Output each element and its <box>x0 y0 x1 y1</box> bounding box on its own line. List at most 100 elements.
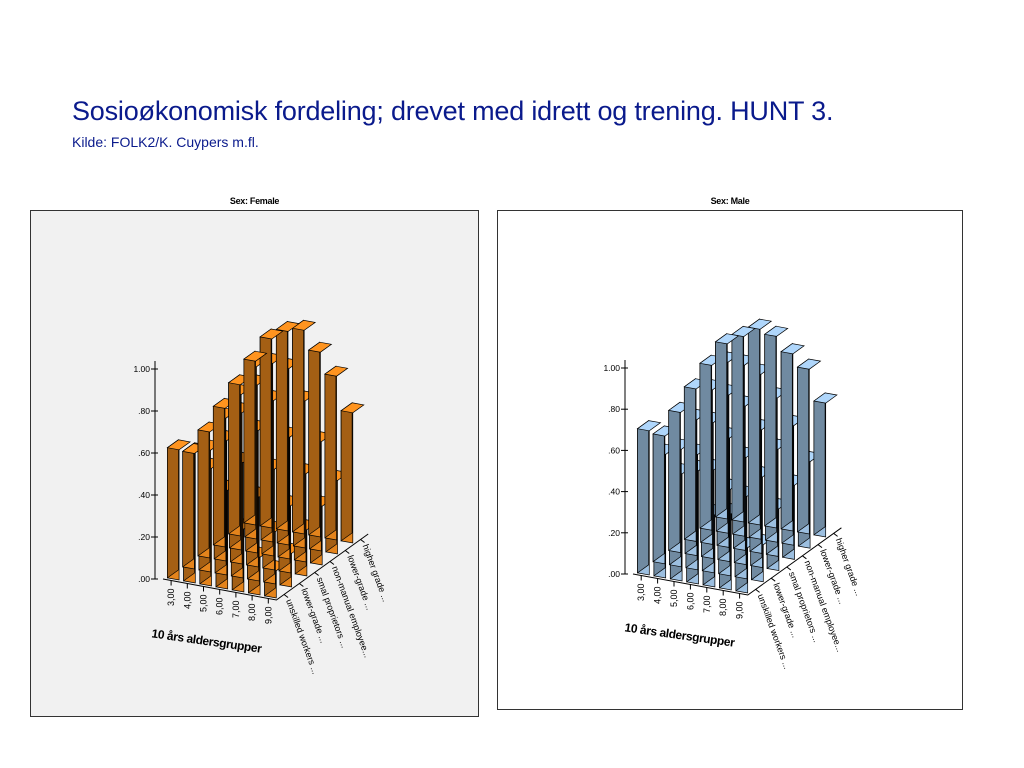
age-tick-label: 4,00 <box>653 587 663 605</box>
bar-top-face <box>324 365 349 377</box>
age-tick-label: 7,00 <box>231 601 241 619</box>
age-tick-label: 6,00 <box>685 593 695 611</box>
bar-top-face <box>813 392 838 404</box>
age-tick-label: 8,00 <box>718 599 728 617</box>
bar-top-face <box>747 318 773 330</box>
bar-5-00-5 <box>275 320 300 532</box>
age-tick-label: 8,00 <box>247 604 257 622</box>
bar-side-face <box>308 341 321 536</box>
bar-top-face <box>763 325 789 337</box>
bar-3-00-3 <box>212 397 237 548</box>
value-tick-label: .20 <box>138 532 150 542</box>
value-tick-label: .80 <box>608 404 620 414</box>
class-tick-mark <box>755 588 760 593</box>
age-tick-label: 9,00 <box>735 602 745 620</box>
bar-side-face <box>167 439 179 579</box>
bar-side-face <box>212 397 225 546</box>
bar-9-00-5 <box>340 402 365 544</box>
value-tick-label: .00 <box>608 569 620 579</box>
age-tick-label: 5,00 <box>669 590 679 608</box>
bar-6-00-5 <box>291 319 317 535</box>
bar-side-face <box>797 358 810 533</box>
bar-7-00-5 <box>780 342 805 532</box>
class-tick-mark <box>833 532 838 537</box>
bar-side-face <box>652 425 665 563</box>
bar-3-00-3 <box>683 378 709 542</box>
bar-3-00-0 <box>166 439 191 581</box>
slide-subtitle: Kilde: FOLK2/K. Cuypers m.fl. <box>72 134 259 150</box>
class-tick-mark <box>329 561 335 565</box>
male-chart-panel: Sex: Male .00 .20 .40 .60 .80 1.00 3,00 4,00 5,0… <box>497 193 963 710</box>
bar-side-face <box>813 392 826 536</box>
bar-side-face <box>668 401 681 552</box>
class-tick-mark <box>299 583 304 587</box>
value-tick-label: .60 <box>138 448 150 458</box>
bar-9-00-5 <box>813 392 838 538</box>
bar-side-face <box>747 318 760 524</box>
class-tick-mark <box>360 539 365 543</box>
age-tick-label: 7,00 <box>702 596 712 614</box>
age-axis-title: 10 års aldersgrupper <box>624 620 736 649</box>
age-axis-title: 10 års aldersgrupper <box>151 626 263 655</box>
age-tick-label: 9,00 <box>263 607 273 625</box>
bar-top-face <box>275 321 300 332</box>
bar-7-00-5 <box>307 341 333 538</box>
bar-top-face <box>636 420 662 432</box>
floor-edge-line <box>162 533 369 601</box>
class-tick-mark <box>770 577 776 582</box>
bar-6-00-5 <box>763 325 789 529</box>
bar-top-face <box>259 328 284 340</box>
female-bar3d-chart: .00 .20 .40 .60 .80 1.00 3,00 4,00 5,00 6,00 7,00 8… <box>133 319 391 675</box>
female-chart-panel: Sex: Female .00 .20 .40 .60 .80 1.00 3,00 4,00 5… <box>30 193 479 717</box>
bar-top-face <box>307 341 333 353</box>
bar-side-face <box>780 342 793 530</box>
bar-side-face <box>731 325 744 521</box>
bar-3-00-4 <box>227 374 253 537</box>
value-tick-label: .60 <box>608 445 620 455</box>
bar-top-face <box>243 350 268 362</box>
bar-top-face <box>780 343 805 355</box>
bar-side-face <box>182 442 195 568</box>
male-chart-title: Sex: Male <box>710 196 750 206</box>
bar-3-00-5 <box>714 333 740 520</box>
bar-side-face <box>324 365 337 539</box>
class-tick-mark <box>283 594 289 598</box>
bar-top-face <box>166 439 191 451</box>
bar-side-face <box>637 419 650 574</box>
class-tick-mark <box>802 555 807 560</box>
bar-side-face <box>228 374 240 535</box>
bar-side-face <box>715 333 728 518</box>
value-tick-label: .20 <box>608 528 620 538</box>
floor-edge-line <box>632 527 842 596</box>
bar-3-00-4 <box>699 354 724 531</box>
bar-8-00-5 <box>796 358 822 535</box>
bar-3-00-5 <box>243 350 268 526</box>
bar-side-face <box>275 320 288 530</box>
bar-4-00-5 <box>259 328 284 529</box>
bar-side-face <box>764 325 777 527</box>
value-tick-label: .00 <box>138 574 150 584</box>
bar-8-00-5 <box>324 365 349 541</box>
value-tick-label: 1.00 <box>603 363 620 373</box>
age-tick-label: 6,00 <box>215 598 225 616</box>
bar-3-00-2 <box>197 421 222 559</box>
age-tick-label: 5,00 <box>199 595 209 613</box>
bar-top-face <box>714 333 740 345</box>
bar-5-00-5 <box>747 318 773 526</box>
class-tick-mark <box>817 544 823 549</box>
class-tick-mark <box>314 572 319 576</box>
bar-top-face <box>340 402 365 414</box>
bar-3-00-1 <box>181 442 207 570</box>
age-tick-label: 3,00 <box>636 584 646 602</box>
value-tick-label: .40 <box>608 487 620 497</box>
value-tick-label: .40 <box>138 490 150 500</box>
bar-side-face <box>197 421 210 557</box>
class-tick-mark <box>786 566 792 571</box>
slide-title: Sosioøkonomisk fordeling; drevet med idr… <box>72 96 834 126</box>
age-tick-label: 4,00 <box>182 592 192 610</box>
bar-side-face <box>259 328 272 527</box>
value-tick-label: .80 <box>138 406 150 416</box>
bar-top-face <box>731 326 756 337</box>
bar-3-00-0 <box>636 419 662 576</box>
male-bar3d-chart: .00 .20 .40 .60 .80 1.00 3,00 4,00 5,00 6,00 7,00 8… <box>603 318 864 670</box>
